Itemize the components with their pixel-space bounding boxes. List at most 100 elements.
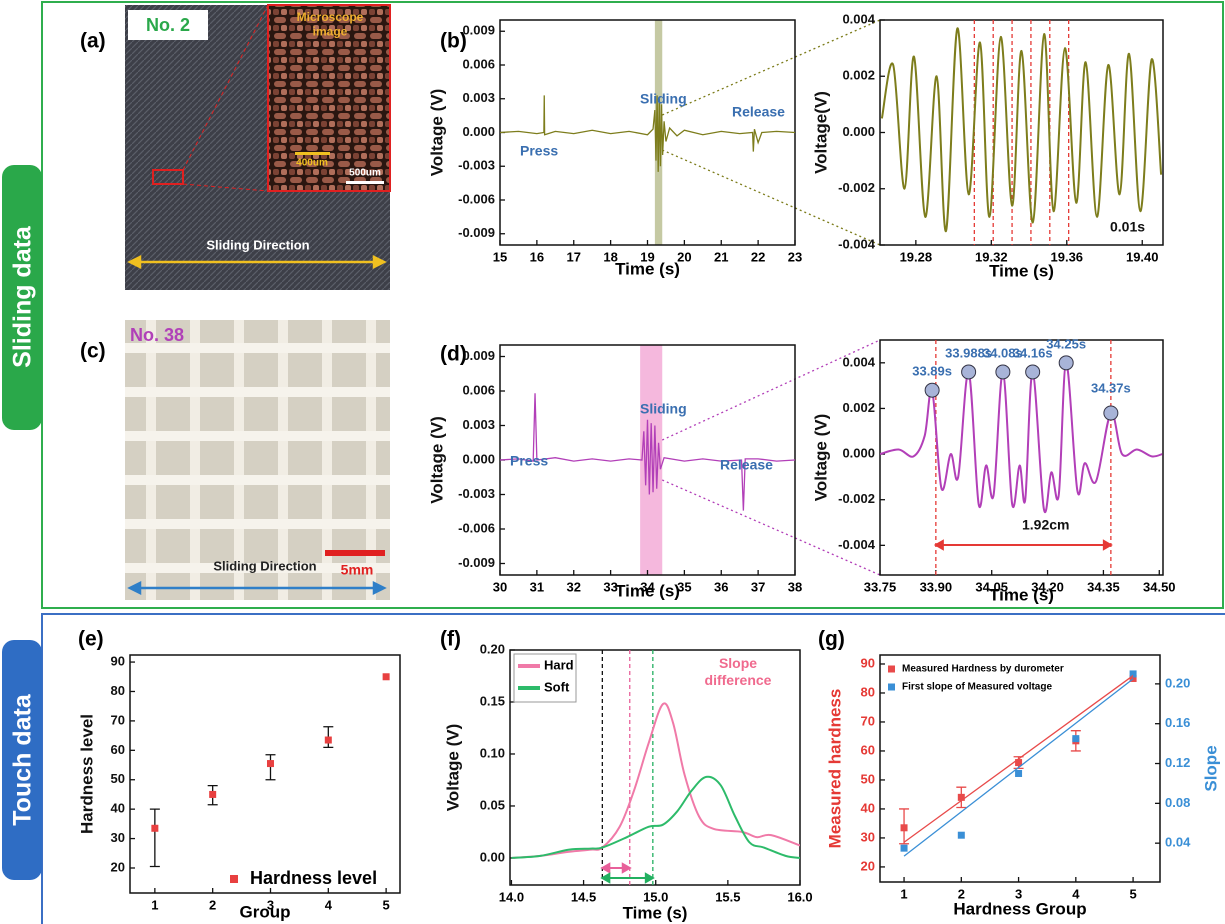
direction-arrow [127, 254, 387, 270]
x-tick-label: 4 [325, 897, 333, 912]
data-point [900, 844, 908, 852]
y-tick-label: 0.004 [842, 354, 875, 369]
y-tick-label: 0.006 [462, 56, 495, 71]
y-tick-label: -0.003 [458, 486, 495, 501]
y-tick-label: 80 [861, 684, 875, 699]
data-line [500, 393, 795, 511]
photo-tag: No. 2 [146, 15, 190, 35]
data-line [511, 702, 800, 859]
data-point [266, 760, 274, 768]
y-tick-label: 60 [861, 742, 875, 757]
y2-tick-label: 0.16 [1165, 715, 1190, 730]
y-axis-title: Measured hardness [825, 689, 844, 849]
y-tick-label: 70 [111, 712, 125, 727]
zoom-lines [182, 4, 269, 192]
legend-swatch [230, 875, 238, 883]
data-point [900, 824, 908, 832]
y-tick-label: 0.006 [462, 382, 495, 397]
plot-frame [509, 649, 801, 886]
y-tick-label: -0.003 [458, 158, 495, 173]
plot-frame [879, 339, 1164, 576]
y-tick-label: -0.004 [838, 236, 876, 251]
x-tick-label: 31 [530, 579, 544, 594]
x-tick-label: 3 [1015, 886, 1022, 901]
y-tick-label: 30 [861, 829, 875, 844]
x-tick-label: 36 [714, 579, 728, 594]
scale-bar [346, 181, 384, 184]
peak-marker [924, 382, 940, 398]
x-tick-label: 3 [267, 897, 274, 912]
peak-label: 34.08s [983, 345, 1023, 360]
x-axis-title: Time (s) [989, 585, 1054, 604]
section-label: Sliding data [9, 225, 37, 368]
y-tick-label: 0.009 [462, 348, 495, 363]
data-line [880, 361, 1163, 514]
x-tick-label: 1 [900, 886, 907, 901]
y-axis-title: Voltage(V) [811, 91, 830, 174]
data-point [324, 736, 332, 744]
y-tick-label: 0.002 [842, 400, 875, 415]
y-tick-label: 0.20 [480, 641, 505, 656]
panel-label: (b) [440, 30, 467, 53]
panel-label: (a) [80, 30, 106, 53]
peak-label: 34.25s [1046, 336, 1086, 351]
y-tick-label: 0.000 [462, 124, 495, 139]
y-tick-label: 0.004 [842, 11, 875, 26]
data-point [382, 673, 390, 681]
legend-label: Hard [544, 657, 574, 672]
x-tick-label: 33.90 [920, 579, 953, 594]
y-tick-label: 70 [861, 713, 875, 728]
highlight-band [640, 345, 663, 575]
y-tick-label: 20 [861, 858, 875, 873]
direction-label: Sliding Direction [213, 558, 316, 573]
y2-tick-label: 0.08 [1165, 795, 1190, 810]
error-bar [265, 754, 276, 781]
data-point [957, 793, 965, 801]
y-tick-label: -0.009 [458, 225, 495, 240]
y-axis-title: Voltage (V) [811, 414, 830, 502]
scale-label: 400um [296, 158, 328, 169]
y-tick-label: 90 [111, 653, 125, 668]
scale-label: 5mm [341, 562, 374, 578]
peak-marker [961, 364, 977, 380]
annotation: 0.01s [1110, 219, 1145, 235]
peak-label: 34.37s [1091, 380, 1131, 395]
y-tick-label: 40 [861, 800, 875, 815]
y-tick-label: 20 [111, 859, 125, 874]
y-tick-label: 0.00 [480, 849, 505, 864]
legend-label: Hardness level [250, 868, 377, 888]
x-tick-label: 2 [958, 886, 965, 901]
data-point [209, 790, 217, 798]
x-tick-label: 1 [151, 897, 158, 912]
plot-frame [129, 654, 401, 894]
annotation: Press [510, 453, 548, 469]
y-tick-label: 50 [861, 771, 875, 786]
x-tick-label: 19.28 [900, 249, 933, 264]
data-point [1015, 769, 1023, 777]
x-tick-label: 16 [530, 249, 544, 264]
direction-arrow [127, 580, 387, 596]
span-arrow [600, 862, 632, 874]
x-tick-label: 2 [209, 897, 216, 912]
scale-label: 500um [349, 168, 381, 179]
x-axis-title: Hardness Group [953, 899, 1086, 918]
direction-label: Sliding Direction [206, 237, 309, 252]
annotation: 1.92cm [1022, 517, 1069, 533]
x-tick-label: 33.75 [864, 579, 897, 594]
x-tick-label: 32 [567, 579, 581, 594]
section-tab [2, 640, 42, 880]
y-tick-label: 0.003 [462, 417, 495, 432]
x-tick-label: 14.5 [571, 889, 596, 904]
y-tick-label: 0.10 [480, 745, 505, 760]
x-tick-label: 21 [714, 249, 728, 264]
x-tick-label: 15 [493, 249, 507, 264]
y-axis-title: Hardness level [77, 714, 96, 834]
legend-swatch [888, 683, 895, 691]
y-tick-label: 0.15 [480, 693, 505, 708]
y-tick-label: 50 [111, 771, 125, 786]
x-tick-label: 5 [1129, 886, 1136, 901]
peak-marker [1103, 405, 1119, 421]
peak-label: 34.16s [1013, 345, 1053, 360]
inset-label: Microscope image [297, 10, 364, 38]
